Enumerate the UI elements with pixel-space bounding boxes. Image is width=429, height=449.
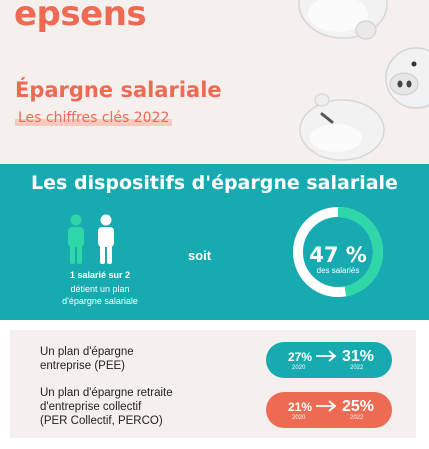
plan-to-value: 31% (342, 348, 375, 365)
employee-white-icon (98, 214, 114, 264)
plan-pill-per-collectif: 21% 25% 2020 2022 (266, 392, 392, 428)
brand-logo: epsens (14, 0, 147, 34)
employees-icon (68, 214, 114, 264)
employee-green-icon (68, 214, 84, 264)
piggy-bank-image-right (385, 47, 429, 109)
section-title: Les dispositifs d'épargne salariale (31, 172, 398, 194)
page-title: Épargne salariale (15, 78, 222, 102)
piggy-bank-image-top (298, 0, 388, 40)
employee-ratio-description: détient un plan d'épargne salariale (62, 284, 138, 306)
plan-to-year: 2022 (350, 415, 364, 421)
plan-label-pee: Un plan d'épargne entreprise (PEE) (40, 346, 134, 372)
donut-arc-share (293, 207, 383, 297)
arrow-right-icon (316, 400, 337, 412)
plan-to-value: 25% (342, 398, 375, 415)
plan-from-year: 2020 (292, 365, 306, 371)
employee-ratio: 1 salarié sur 2 (69, 270, 131, 280)
percentage-value: 47 % (309, 243, 367, 267)
percentage-donut-chart (293, 207, 383, 297)
plan-to-year: 2022 (350, 365, 364, 371)
plans-card: Un plan d'épargne entreprise (PEE) 27% 3… (10, 330, 416, 438)
plan-from-value: 21% (288, 400, 313, 414)
hero-banner: epsens Épargne salariale Les chiffres cl… (0, 0, 429, 164)
connector-text: soit (188, 248, 212, 263)
percentage-label: des salariés (316, 266, 360, 275)
plan-pill-pee: 27% 31% 2020 2022 (266, 342, 392, 378)
plan-label-per-collectif: Un plan d'épargne retraite d'entreprise … (40, 387, 173, 427)
plan-from-value: 27% (288, 350, 313, 364)
arrow-right-icon (316, 350, 337, 362)
piggy-bank-image-bottom (299, 93, 385, 161)
page-subtitle: Les chiffres clés 2022 (15, 110, 173, 126)
plan-from-year: 2020 (292, 415, 306, 421)
